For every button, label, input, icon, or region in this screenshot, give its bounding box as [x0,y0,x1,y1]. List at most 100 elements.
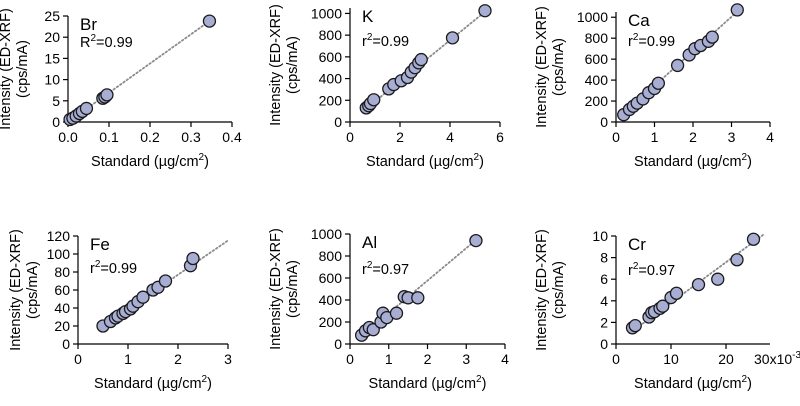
x-axis-title-superscript: 2 [199,152,205,163]
y-tick-label: 1000 [311,226,342,242]
data-point [389,306,404,320]
y-tick-label: 100 [47,246,71,262]
y-tick-label: 400 [585,72,609,88]
data-point [628,318,642,333]
r-squared-label: r2=0.99 [628,32,675,50]
y-tick-label: 800 [319,27,343,43]
r-squared-exponent: 2 [633,261,639,272]
r-squared-label: r2=0.97 [628,261,675,279]
data-point [705,30,719,44]
x-axis-title-text: Standard (µg/cm [369,376,476,392]
y-tick-label: 1000 [577,9,608,25]
y-axis-title-line1: Intensity (ED-XRF) [0,8,14,130]
y-axis-title-line2: (cps/mA) [15,40,31,98]
y-axis-title-line1: Intensity (ED-XRF) [534,6,550,128]
data-point [669,286,684,300]
r-squared-symbol: r [90,261,95,277]
y-tick-label: 25 [44,8,60,24]
y-tick-label: 400 [319,292,343,308]
x-axis-title-superscript: 2 [474,152,480,163]
element-label: Br [80,15,97,34]
x-axis-title-close: ) [479,154,484,170]
r-squared-exponent: 2 [367,32,373,43]
r-squared-value: =0.97 [638,263,675,279]
x-tick-label: 1 [124,351,132,367]
data-point [478,4,492,18]
x-tick-label: 0 [74,351,82,367]
data-point [445,31,460,45]
data-point [136,290,150,304]
x-axis-title-superscript: 2 [742,152,748,163]
y-tick-label: 8 [600,250,608,266]
y-tick-label: 800 [585,30,609,46]
data-point [79,101,94,116]
data-point [186,251,200,266]
r-squared-symbol: r [362,34,367,50]
data-point [414,52,428,67]
x-axis-title-text: Standard (µg/cm [94,376,201,392]
element-label: K [362,7,374,26]
x-axis-title-superscript: 2 [202,374,208,385]
x-tick-label: 0 [346,129,354,145]
y-axis-title-line1: Intensity (ED-XRF) [268,228,284,350]
y-axis-title-line1: Intensity (ED-XRF) [534,229,550,351]
x-tick-label: 3 [462,351,470,367]
y-tick-label: 0 [600,336,608,352]
y-tick-label: 600 [585,51,609,67]
x-axis-title-text: Standard (µg/cm [366,154,473,170]
y-axis-title-line2: (cps/mA) [285,260,301,318]
x-axis-title-superscript: 2 [476,374,482,385]
y-tick-label: 20 [54,318,70,334]
r-squared-symbol: r [628,34,633,50]
x-axis-title-close: ) [747,376,752,392]
data-point [651,76,665,90]
x-axis-title: Standard (µg/cm2) [634,152,752,170]
data-point [411,291,425,305]
data-point [202,14,217,28]
data-point [367,93,381,107]
y-tick-label: 120 [47,228,71,244]
x-tick-label: 20 [718,351,734,367]
r-squared-label: r2=0.99 [90,259,137,277]
y-tick-label: 600 [319,49,343,65]
y-tick-label: 2 [600,314,608,330]
x-tick-label: 10 [663,351,679,367]
x-tick-label: 1 [385,351,393,367]
r-squared-exponent: 2 [367,260,373,271]
y-tick-label: 400 [319,71,343,87]
element-label: Al [362,233,377,252]
y-tick-label: 80 [54,264,70,280]
x-tick-label: 0 [612,351,620,367]
r-squared-value: =0.99 [372,34,409,50]
data-point [730,3,744,17]
y-tick-label: 200 [319,92,343,108]
y-axis-title-line1: Intensity (ED-XRF) [268,4,284,126]
x-tick-label: 3 [728,129,736,145]
x-axis-title-close: ) [482,376,487,392]
x-axis-title-close: ) [204,154,209,170]
y-tick-label: 600 [319,270,343,286]
y-tick-label: 800 [319,248,343,264]
data-point [366,323,380,337]
x-axis-title: Standard (µg/cm2) [366,152,484,170]
r-squared-label: r2=0.99 [362,32,409,50]
data-point [469,233,483,248]
y-tick-label: 5 [52,93,60,109]
y-tick-label: 20 [44,29,60,45]
element-label: Ca [628,11,650,30]
r-squared-exponent: 2 [90,33,96,44]
r-squared-value: =0.99 [96,35,133,51]
x-axis-title-close: ) [207,376,212,392]
x-tick-label: 2 [424,351,432,367]
data-point [100,88,114,102]
data-point [656,299,670,313]
data-point [670,58,685,73]
r-squared-symbol: r [362,262,367,278]
x-multiplier-exponent: -3 [792,350,800,361]
